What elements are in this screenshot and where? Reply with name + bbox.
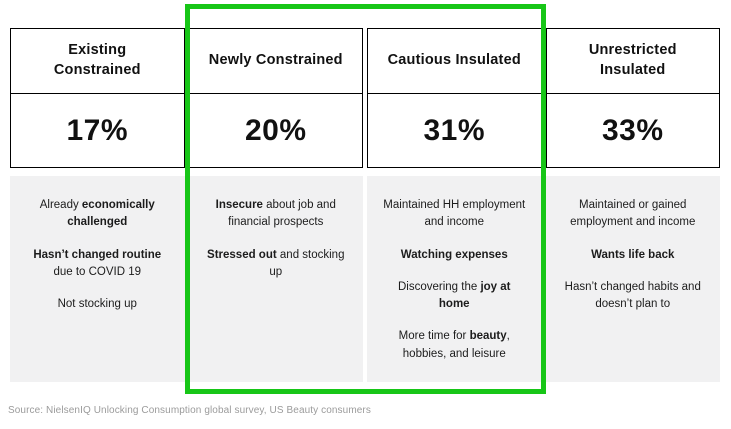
regular-text: about job and financial prospects: [228, 199, 336, 229]
regular-text: Maintained or gained employment and inco…: [570, 199, 696, 229]
segment-description: Maintained HH employment and income Watch…: [367, 176, 542, 382]
regular-text: and stocking up: [269, 248, 345, 278]
segment-table: Existing Constrained Newly Constrained Cau…: [10, 28, 720, 382]
bold-text: economically challenged: [67, 199, 155, 229]
description-point: Maintained or gained employment and inco…: [561, 197, 706, 232]
description-point: Not stocking up: [25, 296, 170, 313]
description-point: Discovering the joy at home: [382, 279, 527, 314]
description-point: Hasn’t changed habits and doesn’t plan t…: [561, 279, 706, 314]
regular-text: Not stocking up: [57, 298, 137, 310]
description-point: Watching expenses: [382, 247, 527, 264]
regular-text: Discovering the: [397, 280, 481, 293]
regular-text: , hobbies, and leisure: [402, 330, 510, 360]
segment-title: Existing Constrained: [10, 28, 185, 94]
segment-title: Newly Constrained: [188, 28, 363, 94]
segment-title: Unrestricted Insulated: [545, 28, 720, 94]
bold-text: Watching expenses: [400, 248, 508, 261]
segment-description: Maintained or gained employment and inco…: [545, 176, 720, 382]
description-point: Maintained HH employment and income: [382, 197, 527, 232]
regular-text: Already: [39, 199, 82, 211]
bold-text: beauty: [469, 330, 507, 343]
description-point: Wants life back: [561, 247, 706, 264]
bold-text: Wants life back: [591, 248, 675, 261]
regular-text: Hasn’t changed habits and doesn’t plan t…: [564, 280, 701, 310]
description-point: Stressed out and stocking up: [204, 247, 349, 282]
description-point: More time for beauty, hobbies, and leisu…: [382, 328, 527, 363]
bold-text: joy at home: [438, 280, 511, 310]
regular-text: More time for: [398, 330, 470, 343]
description-point: Insecure about job and financial prospec…: [204, 197, 349, 232]
segment-description: Already economically challenged Hasn’t ch…: [10, 176, 185, 382]
segment-percent: 20%: [188, 93, 363, 168]
segment-percent: 33%: [545, 93, 720, 168]
segment-percent: 17%: [10, 93, 185, 168]
bold-text: Insecure: [215, 199, 263, 211]
source-note: Source: NielsenIQ Unlocking Consumption …: [8, 405, 371, 416]
bold-text: Stressed out: [207, 248, 277, 261]
regular-text: Maintained HH employment and income: [383, 199, 526, 229]
segment-percent: 31%: [367, 93, 542, 168]
description-point: Hasn’t changed routine due to COVID 19: [25, 247, 170, 282]
segment-title: Cautious Insulated: [367, 28, 542, 94]
description-point: Already economically challenged: [25, 197, 170, 232]
regular-text: due to COVID 19: [53, 265, 142, 278]
bold-text: Hasn’t changed routine: [33, 248, 162, 261]
segment-description: Insecure about job and financial prospec…: [188, 176, 363, 382]
